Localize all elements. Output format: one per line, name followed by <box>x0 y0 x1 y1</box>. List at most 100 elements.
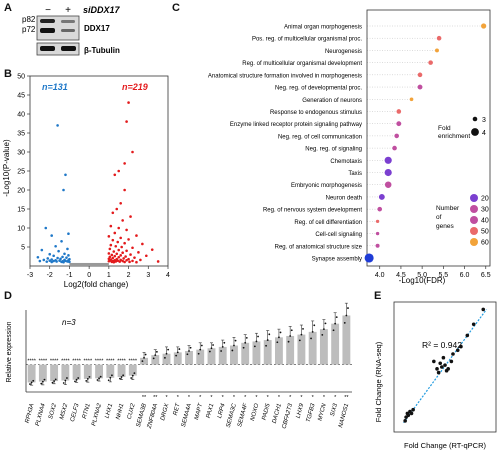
bar-category-label: ZNF804A <box>147 403 160 430</box>
volcano-point-up <box>119 202 122 205</box>
bar-point <box>64 379 67 382</box>
bar-point <box>287 340 290 343</box>
bar-point <box>278 336 280 339</box>
bar-category-label: RTN1 <box>82 403 92 420</box>
volcano-point-down <box>50 234 53 237</box>
bar-category-label: LHX9 <box>296 402 306 419</box>
bar <box>207 348 216 365</box>
bar-significance: * <box>334 395 337 401</box>
volcano-x-axis-label: Log2(fold change) <box>64 280 129 289</box>
bar-point <box>178 348 181 350</box>
go-x-tick-label: 4.0 <box>375 272 385 279</box>
bar <box>151 355 160 365</box>
bar-point <box>255 340 258 343</box>
panel-letter-b: B <box>4 68 12 80</box>
go-legend-genes-title: genes <box>436 223 454 230</box>
bar-significance: ** <box>153 395 158 401</box>
go-point <box>435 48 439 53</box>
band-p72-knockdown <box>61 29 75 32</box>
volcano-point-up <box>112 250 116 253</box>
bar-significance: * <box>323 395 326 401</box>
bar-point <box>188 350 190 352</box>
bar-point <box>324 322 327 325</box>
bar-category-label: CELF3 <box>70 402 81 422</box>
bar-point <box>208 350 211 353</box>
bar-point <box>268 333 271 336</box>
bar-point <box>75 378 78 381</box>
bar-point <box>119 377 121 380</box>
volcano-point-up <box>114 244 118 248</box>
bar-point <box>40 382 43 385</box>
si-label: siDDX17 <box>83 5 121 15</box>
bar <box>342 315 351 365</box>
volcano-x-tick-label: 1 <box>107 272 111 279</box>
protein-tubulin-label: β-Tubulin <box>84 46 120 55</box>
bar-category-label: PAX1 <box>206 403 216 419</box>
bar-significance: **** <box>129 359 138 365</box>
bar-point <box>41 380 44 383</box>
go-legend-genes-value: 30 <box>481 207 489 214</box>
volcano-point-down <box>42 258 46 262</box>
bar <box>185 351 193 365</box>
volcano-y-tick-label: 40 <box>17 112 25 119</box>
volcano-y-tick-label: 25 <box>17 169 25 176</box>
bar <box>297 334 306 365</box>
correlation-plot: Fold Change (RT-qPCR) Fold Change (RNA-s… <box>374 301 497 450</box>
bar-significance: **** <box>95 359 104 365</box>
corr-point <box>455 348 460 353</box>
volcano-point-down <box>63 252 66 256</box>
bar-category-label: DRGX <box>160 402 171 421</box>
bar-point <box>175 354 178 357</box>
volcano-point-up <box>109 243 113 247</box>
band-tubulin-knockdown <box>61 46 76 51</box>
bar-point <box>220 350 223 352</box>
corr-point <box>435 367 439 371</box>
bar <box>106 364 115 378</box>
bar-point <box>77 377 80 379</box>
bar-point <box>279 331 282 334</box>
volcano-point-up <box>110 253 114 257</box>
go-x-axis-label: -Log10(FDR) <box>399 276 446 285</box>
volcano-point-down <box>66 260 69 263</box>
bar-significance: * <box>278 395 281 401</box>
volcano-point-down <box>56 124 59 127</box>
go-legend-fold-title: Fold <box>438 125 451 132</box>
bar-category-label: PLXNA4 <box>35 402 47 426</box>
corr-r-squared: R² = 0.942 <box>422 340 462 350</box>
bar-point <box>244 341 247 344</box>
volcano-point-up <box>125 120 128 123</box>
bar-significance: **** <box>117 359 126 365</box>
volcano-point-up <box>131 150 134 154</box>
bar-point <box>88 376 91 378</box>
bar-point <box>120 376 123 378</box>
bar <box>27 364 36 383</box>
volcano-point-up <box>111 256 115 260</box>
panel-letter-e: E <box>374 290 382 302</box>
corr-point <box>403 419 407 423</box>
bar-point <box>62 382 65 384</box>
volcano-point-up <box>125 249 128 253</box>
volcano-x-tick-label: 0 <box>87 272 91 279</box>
volcano-point-up <box>131 246 134 250</box>
bar-point <box>165 352 168 355</box>
panel-letter-c: C <box>172 2 180 14</box>
volcano-point-up <box>117 226 121 230</box>
bar-significance: ** <box>344 395 349 401</box>
volcano-point-down <box>38 259 42 263</box>
volcano-point-up <box>137 251 140 254</box>
bar-significance: * <box>255 395 258 401</box>
go-term-label: Reg. of multicellular organismal develop… <box>242 61 362 67</box>
bar-point <box>321 333 324 336</box>
band-p72-label: p72 <box>22 25 36 34</box>
bar-point <box>310 337 312 340</box>
corr-point <box>409 411 414 416</box>
bar-point <box>29 383 31 385</box>
go-point <box>375 243 380 248</box>
corr-point <box>459 344 463 349</box>
go-point <box>396 109 402 114</box>
go-point <box>428 60 433 65</box>
bar-significance: **** <box>84 359 93 365</box>
bar <box>95 364 104 379</box>
volcano-y-tick-label: 50 <box>17 74 25 81</box>
volcano-point-up <box>118 260 121 263</box>
